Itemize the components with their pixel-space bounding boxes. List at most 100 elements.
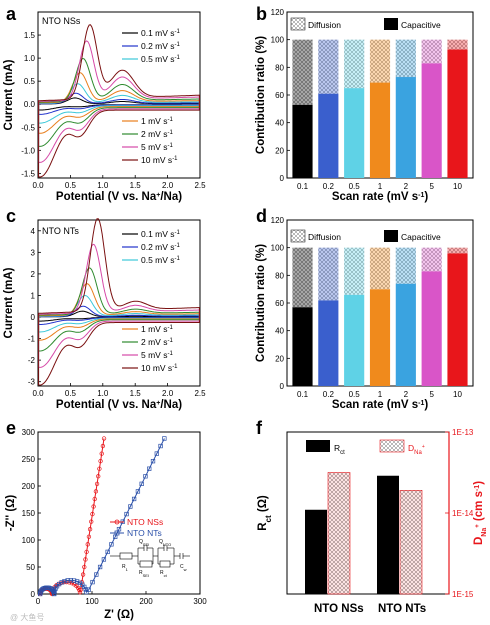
circuit-r1-label: R1 [122, 564, 129, 572]
legend-label: 0.1 mV s-1 [141, 229, 181, 239]
bar-diffusion-tint [421, 39, 442, 64]
bar-diffusion-tint [344, 247, 365, 295]
y-tick-label: 3 [31, 248, 36, 257]
bar-capacitive [369, 289, 391, 386]
x-tick-label: 5 [429, 390, 434, 399]
legend-nss-marker [114, 519, 120, 525]
cv-curve [38, 218, 200, 386]
y-tick-label: 20 [275, 146, 284, 155]
bar-capacitive [447, 253, 468, 386]
panel-a-cv-nss: NTO NSs 0.0 0.5 1.0 1.5 2.0 2.5 -1.5 -1.0 -0.5 0.… [3, 11, 206, 203]
nyquist-point [90, 511, 95, 517]
legend-capacitive-label: Capacitive [401, 232, 441, 242]
panel-d-legend: Diffusion Capacitive [290, 229, 441, 243]
bar-capacitive [395, 77, 416, 178]
y-tick-label: 1 [31, 291, 36, 300]
legend-label: 0.5 mV s-1 [141, 255, 181, 265]
x-tick-label: 0.1 [297, 390, 309, 399]
nyquist-point [97, 564, 103, 570]
bar-capacitive [318, 300, 339, 386]
legend-label: 5 mV s-1 [141, 142, 173, 152]
nyquist-point [139, 481, 144, 486]
y-tick-label: 0 [31, 590, 36, 599]
bar-diffusion [292, 39, 313, 105]
x-tick-label: 1 [378, 182, 383, 191]
y-tick-label: 100 [22, 536, 36, 545]
x-tick-label: 0 [36, 597, 41, 606]
y-tick-label: 80 [275, 63, 284, 72]
y-tick-label: 120 [271, 8, 285, 17]
panel-c-xlabel: Potential (V vs. Na+/Na) [56, 399, 182, 411]
panel-label-c: c [6, 206, 16, 226]
nyquist-point [77, 590, 83, 595]
y-tick-label: -0.5 [21, 123, 35, 132]
y-tick-label: 100 [271, 36, 285, 45]
x-tick-label: 2.0 [162, 181, 174, 190]
y-tick-label: 0.0 [24, 100, 36, 109]
nyquist-point [82, 564, 87, 570]
x-tick-label: 5 [429, 182, 434, 191]
nyquist-point [82, 584, 87, 590]
bar-capacitive [292, 104, 313, 178]
legend-diffusion-label: Diffusion [308, 232, 341, 242]
y-tick-label: 1.5 [24, 31, 36, 40]
nyquist-point [90, 579, 95, 585]
x-tick-label: 1.0 [97, 389, 109, 398]
circuit-cw-label: Cw [180, 564, 187, 572]
y-tick-label: 300 [22, 428, 36, 437]
nyquist-point [158, 443, 163, 449]
legend-dna-label: DNa+ [408, 443, 425, 456]
panel-e-nyquist: 0 100 200 300 0 50 100 150 200 250 300 NTO NSs NTO… [5, 428, 207, 621]
x-tick-label: 0.5 [349, 390, 361, 399]
nyquist-point [65, 578, 70, 583]
right-tick-label: 1E-14 [452, 509, 474, 518]
nyquist-point [91, 504, 96, 509]
nyquist-point [100, 443, 106, 449]
x-tick-label: 100 [85, 597, 99, 606]
bar-diffusion [395, 247, 416, 284]
nyquist-point [78, 587, 83, 592]
x-tick-label: 0.2 [323, 182, 335, 191]
legend-diffusion-swatch [290, 229, 306, 243]
circuit-qsei-label: QSEI [139, 539, 149, 547]
y-tick-label: 80 [275, 271, 284, 280]
nyquist-point [94, 572, 99, 577]
nyquist-point [147, 466, 152, 471]
nyquist-point [96, 474, 101, 479]
right-tick-label: 1E-15 [452, 590, 474, 599]
y-tick-label: 1.0 [24, 54, 36, 63]
y-tick-label: 100 [271, 244, 285, 253]
legend-capacitive-swatch [384, 230, 398, 242]
legend-label: 10 mV s-1 [141, 155, 178, 165]
panel-f-category-2: NTO NTs [378, 603, 426, 615]
y-tick-label: 40 [275, 327, 284, 336]
legend-dna-swatch [379, 439, 405, 453]
legend-label: 2 mV s-1 [141, 129, 173, 139]
legend-label: 5 mV s-1 [141, 350, 173, 360]
nyquist-point [83, 557, 88, 562]
legend-label: 1 mV s-1 [141, 116, 173, 126]
bar-rct [305, 509, 327, 594]
bar-capacitive [421, 63, 442, 178]
legend-diffusion-swatch [290, 17, 306, 31]
legend-diffusion-label: Diffusion [308, 20, 341, 30]
bar-dna-tint [328, 472, 350, 594]
bar-diffusion [318, 247, 339, 301]
panel-c-frame [37, 219, 201, 387]
legend-label: 10 mV s-1 [141, 363, 178, 373]
bar-capacitive [318, 93, 339, 178]
legend-label: 1 mV s-1 [141, 324, 173, 334]
y-tick-label: 120 [271, 216, 285, 225]
bar-diffusion [421, 39, 442, 64]
nyquist-point [86, 534, 92, 539]
bar-dna [327, 472, 351, 595]
panel-f-category-1: NTO NSs [314, 603, 364, 615]
panel-a-ylabel: Current (mA) [3, 59, 15, 130]
nyquist-curve [39, 438, 105, 595]
nyquist-point [154, 451, 159, 456]
legend-label: 0.2 mV s-1 [141, 242, 181, 252]
panel-b-contribution-nss: 0 20 40 60 80 100 120 0.1 0.2 0.5 1 2 5 10 Diffusion … [255, 8, 474, 203]
nyquist-point [143, 474, 148, 479]
panel-f-ylabel-right: DNa+ (cm s-1) [473, 481, 488, 545]
legend-label: 0.2 mV s-1 [141, 41, 181, 51]
